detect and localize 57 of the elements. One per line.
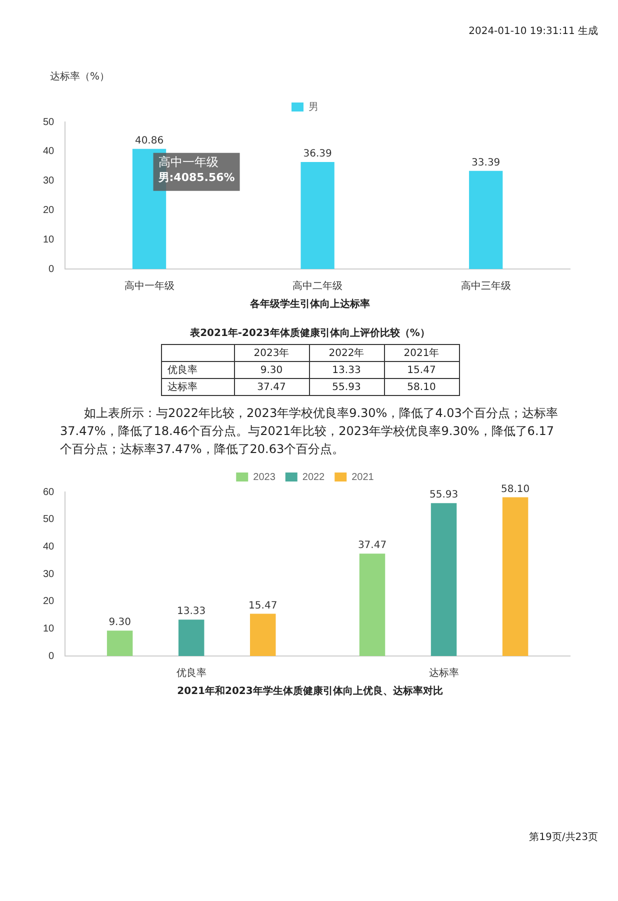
text: 13.33: [332, 364, 361, 376]
y-tick-label: 10: [43, 623, 55, 634]
annotation: 男:4085.56%: [157, 171, 235, 184]
x-tick-label: 高中一年级: [124, 280, 174, 292]
legend-label: 2023: [253, 472, 276, 483]
y-tick-label: 20: [43, 204, 55, 216]
bar: [359, 554, 386, 656]
data-label: 37.47: [358, 540, 387, 552]
y-axis-title: 达标率（%）: [50, 70, 110, 83]
y-tick-label: 30: [43, 176, 55, 187]
text: 9.30: [260, 364, 283, 376]
data-label: 40.86: [134, 135, 164, 146]
category-label: 优良率: [168, 365, 198, 376]
bar: [250, 614, 276, 656]
text: 15.47: [407, 364, 436, 376]
y-tick-label: 60: [43, 486, 55, 498]
bar: [106, 630, 133, 656]
bar: [300, 162, 334, 269]
data-label: 15.47: [248, 600, 278, 612]
category-label: 2021年: [384, 344, 459, 362]
text: 如上表所示：与2022年比较，2023年学校优良率9.30%，降低了4.03个百分点；达标率37.47%，降低了18.46个百分点。与2021年比较，2023年学校优良率9.30%，降低了6.17个百分点；达标率37.47%，降低了20.63个百分点。: [60, 405, 559, 458]
bar: [469, 170, 503, 269]
text: 表2021年-2023年体质健康引体向上评价比较（%）: [189, 326, 431, 340]
y-tick-label: 40: [43, 541, 55, 552]
y-tick-label: 20: [43, 596, 55, 608]
annotation: 高中一年级: [158, 154, 218, 169]
category-label: 2022年: [309, 344, 384, 362]
legend-label: 男: [308, 102, 318, 113]
y-tick-label: 50: [43, 514, 55, 526]
y-tick-label: 0: [48, 650, 55, 662]
text: 58.10: [407, 382, 436, 392]
data-label: 13.33: [177, 606, 206, 618]
y-tick-label: 30: [43, 568, 55, 580]
legend-label: 2022: [302, 472, 326, 483]
y-tick-label: 50: [43, 116, 55, 128]
category-label: 2023年: [234, 344, 309, 362]
bar: [502, 497, 528, 656]
bar: [178, 620, 204, 656]
y-tick-label: 0: [48, 264, 55, 275]
data-label: 55.93: [429, 490, 458, 501]
y-tick-label: 40: [43, 146, 55, 158]
bar: [430, 503, 457, 656]
x-tick-label: 高中二年级: [292, 280, 343, 292]
legend-label: 2021: [352, 472, 374, 483]
x-tick-label: 高中三年级: [460, 280, 511, 292]
data-label: 58.10: [500, 484, 530, 495]
text: 第19页/共23页: [529, 830, 598, 844]
data-label: 33.39: [472, 157, 500, 168]
category-label: 达标率: [168, 382, 198, 393]
text: 2021年和2023年学生体质健康引体向上优良、达标率对比: [176, 684, 444, 698]
text: 37.47: [257, 382, 286, 392]
data-label: 36.39: [303, 148, 332, 160]
text: 2024-01-10 19:31:11 生成: [468, 24, 598, 38]
text: 各年级学生引体向上达标率: [249, 297, 371, 311]
y-tick-label: 10: [43, 234, 55, 246]
text: 55.93: [332, 382, 361, 392]
data-label: 9.30: [108, 617, 131, 628]
